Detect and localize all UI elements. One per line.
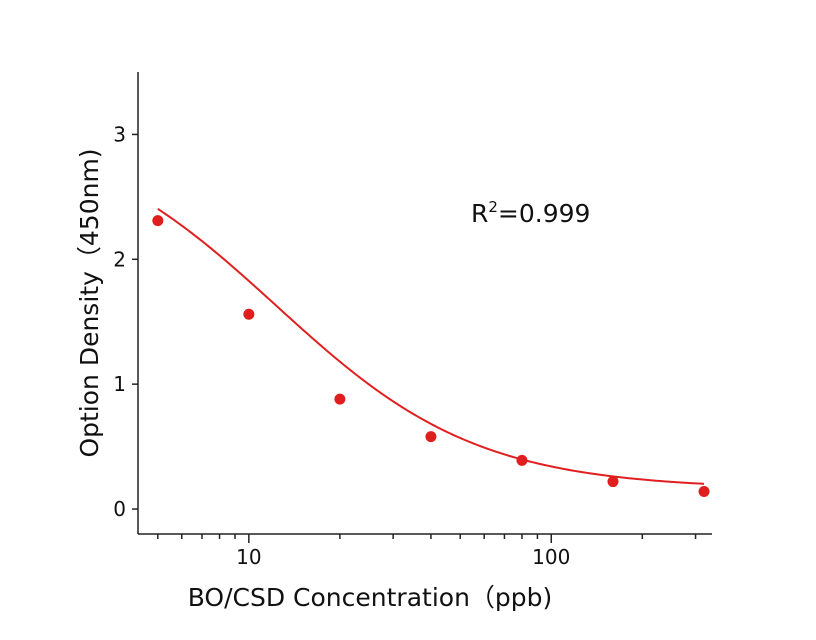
y-tick-label: 2 <box>113 247 126 271</box>
data-point <box>425 431 437 443</box>
r-squared-superscript: 2 <box>488 198 498 216</box>
x-tick-label: 10 <box>236 545 261 569</box>
r-squared-value: =0.999 <box>498 199 591 228</box>
y-tick-label: 0 <box>113 497 126 521</box>
axis-tick-labels: 0 1 2 3 10 100 <box>113 122 570 569</box>
data-points <box>152 215 710 498</box>
r-squared-annotation: R2=0.999 <box>471 198 590 228</box>
data-point <box>243 308 255 320</box>
y-tick-label: 1 <box>113 372 126 396</box>
fit-curve <box>157 208 705 485</box>
data-point <box>607 476 619 488</box>
x-tick-label: 100 <box>532 545 570 569</box>
x-axis-title: BO/CSD Concentration（ppb) <box>188 583 553 612</box>
data-point <box>152 215 164 227</box>
y-tick-label: 3 <box>113 122 126 146</box>
y-axis-title: Option Density（450nm) <box>75 148 104 457</box>
axis-ticks <box>132 133 697 543</box>
data-point <box>334 393 346 405</box>
r-squared-base: R <box>471 199 488 228</box>
data-point <box>698 486 710 498</box>
data-point <box>516 454 528 466</box>
